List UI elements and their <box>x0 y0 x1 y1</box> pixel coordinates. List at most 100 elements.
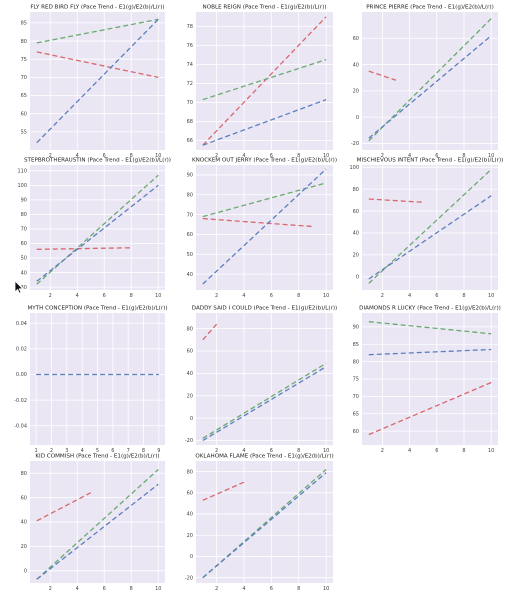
x-tick-label: 8 <box>142 448 145 454</box>
plot-area <box>362 12 498 150</box>
y-tick-label: 0.04 <box>16 321 27 327</box>
y-tick-label: 80 <box>21 471 27 477</box>
y-tick-label: 60 <box>21 241 27 247</box>
x-tick-label: 10 <box>155 153 161 159</box>
y-tick-label: 100 <box>349 165 359 171</box>
x-tick-label: 4 <box>242 448 245 454</box>
y-tick-label: 70 <box>21 75 27 81</box>
y-tick-label: 0 <box>356 115 359 121</box>
y-tick-label: 60 <box>187 232 193 238</box>
chart-title: PRINCE PIERRE (Pace Trend - E1(g)/E2(b)/… <box>366 5 494 11</box>
x-tick-label: 5 <box>96 448 99 454</box>
y-tick-label: 76 <box>187 43 193 49</box>
x-tick-label: 2 <box>215 586 218 592</box>
x-tick-label: 10 <box>488 448 494 454</box>
y-tick-label: 0.02 <box>16 347 27 353</box>
plot-area <box>362 165 498 290</box>
y-tick-label: 85 <box>21 21 27 27</box>
chart-title: FLY RED BIRD FLY (Pace Trend - E1(g)/E2(… <box>30 5 164 11</box>
x-tick-label: 10 <box>155 293 161 299</box>
chart-panel: PRINCE PIERRE (Pace Trend - E1(g)/E2(b)/… <box>351 5 498 159</box>
y-tick-label: 80 <box>353 187 359 193</box>
y-tick-label: 80 <box>187 326 193 332</box>
plot-area <box>196 313 333 445</box>
x-tick-label: 8 <box>297 153 300 159</box>
chart-panel: DADDY SAID I COULD (Pace Trend - E1(g)/E… <box>185 306 337 455</box>
x-tick-label: 1 <box>35 448 38 454</box>
trend-line <box>36 483 159 580</box>
trend-line <box>202 323 218 341</box>
x-tick-label: 3 <box>65 448 68 454</box>
plot-area <box>196 461 333 583</box>
y-tick-label: 80 <box>353 359 359 365</box>
chart-panel: OKLAHOMA FLAME (Pace Trend - E1(g)/E2(b)… <box>185 454 334 593</box>
y-tick-label: 85 <box>353 342 359 348</box>
x-tick-label: 4 <box>408 293 411 299</box>
x-tick-label: 2 <box>215 153 218 159</box>
chart-title: DADDY SAID I COULD (Pace Trend - E1(g)/E… <box>192 306 337 312</box>
x-tick-label: 4 <box>408 153 411 159</box>
chart-panels: FLY RED BIRD FLY (Pace Trend - E1(g)/E2(… <box>14 5 503 593</box>
y-tick-label: 30 <box>21 285 27 291</box>
x-tick-label: 8 <box>130 586 133 592</box>
plot-area <box>196 165 333 290</box>
y-tick-label: 100 <box>17 183 27 189</box>
y-tick-label: 20 <box>187 533 193 539</box>
x-tick-label: 6 <box>270 293 273 299</box>
x-tick-label: 2 <box>381 448 384 454</box>
chart-title: STEPBROTHERAUSTIN (Pace Trend - E1(g)/E2… <box>24 158 171 164</box>
chart-title: MISCHIEVOUS INTENT (Pace Trend - E1(g)/E… <box>357 158 504 164</box>
x-tick-label: 6 <box>435 153 438 159</box>
y-tick-label: -0.04 <box>14 423 27 429</box>
y-tick-label: 60 <box>187 349 193 355</box>
x-tick-label: 6 <box>103 586 106 592</box>
x-tick-label: 2 <box>49 153 52 159</box>
y-tick-label: 78 <box>187 24 193 30</box>
chart-panel: MYTH CONCEPTION (Pace Trend - E1(g)/E2(b… <box>14 306 167 455</box>
y-tick-label: 72 <box>187 81 193 87</box>
trend-line <box>368 35 492 139</box>
y-tick-label: 66 <box>187 138 193 144</box>
x-tick-label: 6 <box>270 586 273 592</box>
x-tick-label: 4 <box>242 586 245 592</box>
x-tick-label: 2 <box>381 153 384 159</box>
y-tick-label: 40 <box>353 231 359 237</box>
trend-line <box>36 469 159 580</box>
y-tick-label: 75 <box>21 57 27 63</box>
x-tick-label: 4 <box>76 293 79 299</box>
y-tick-label: 0 <box>356 275 359 281</box>
x-tick-label: 4 <box>242 293 245 299</box>
trend-line <box>368 348 492 356</box>
trend-line <box>202 58 327 101</box>
y-tick-label: 80 <box>187 192 193 198</box>
trend-line <box>36 18 159 44</box>
chart-panel: KID COMMISH (Pace Trend - E1(g)/E2(b)/L(… <box>21 454 165 592</box>
x-tick-label: 10 <box>323 448 329 454</box>
x-tick-label: 6 <box>103 293 106 299</box>
trend-line <box>368 381 492 436</box>
x-tick-label: 6 <box>270 448 273 454</box>
y-tick-label: 0 <box>190 554 193 560</box>
x-tick-label: 10 <box>323 293 329 299</box>
y-tick-label: 60 <box>187 491 193 497</box>
y-tick-label: 40 <box>353 62 359 68</box>
x-tick-label: 2 <box>215 448 218 454</box>
y-tick-label: 60 <box>353 36 359 42</box>
x-tick-label: 4 <box>76 153 79 159</box>
y-tick-label: 40 <box>187 272 193 278</box>
x-tick-label: 2 <box>50 448 53 454</box>
x-tick-label: 4 <box>81 448 84 454</box>
chart-panel: KNOCKEM OUT JERRY (Pace Trend - E1(g)/E2… <box>187 158 337 300</box>
x-tick-label: 4 <box>408 448 411 454</box>
x-tick-label: 8 <box>297 448 300 454</box>
y-tick-label: 65 <box>21 93 27 99</box>
chart-panel: DIAMONDS R LUCKY (Pace Trend - E1(g)/E2(… <box>353 306 501 455</box>
y-tick-label: 40 <box>21 520 27 526</box>
trend-line <box>36 492 92 522</box>
chart-title: KNOCKEM OUT JERRY (Pace Trend - E1(g)/E2… <box>192 158 337 164</box>
x-tick-label: 9 <box>157 448 160 454</box>
x-tick-label: 6 <box>435 293 438 299</box>
y-tick-label: 50 <box>21 256 27 262</box>
y-tick-label: 40 <box>21 270 27 276</box>
